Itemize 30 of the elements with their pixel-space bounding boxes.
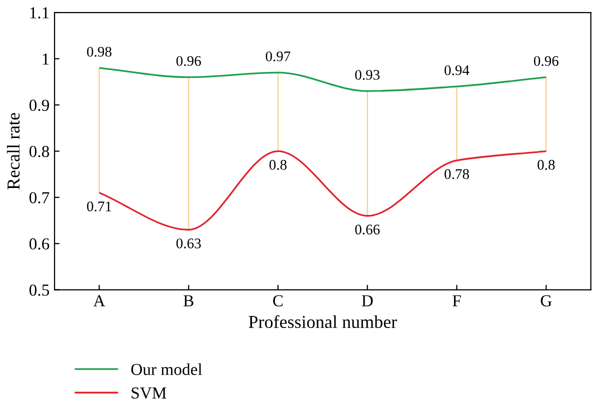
y-tick-label: 0.7 bbox=[29, 192, 50, 204]
data-label: 0.78 bbox=[444, 169, 469, 180]
data-label: 0.93 bbox=[355, 70, 380, 80]
data-label: 0.94 bbox=[444, 65, 470, 76]
data-label: 0.8 bbox=[269, 160, 287, 170]
data-label: 0.96 bbox=[534, 56, 558, 66]
y-tick-label: 1.1 bbox=[30, 7, 49, 19]
line-series bbox=[98, 67, 547, 92]
y-axis-title: Recall rate bbox=[6, 112, 20, 190]
data-label: 0.96 bbox=[176, 56, 201, 66]
data-label: 0.8 bbox=[538, 160, 555, 170]
y-tick-label: 0.6 bbox=[29, 238, 50, 250]
x-tick-label: F bbox=[452, 295, 461, 306]
legend-label: SVM bbox=[132, 387, 166, 399]
y-tick-label: 0.9 bbox=[29, 100, 49, 111]
data-label: 0.66 bbox=[355, 224, 380, 235]
x-tick-label: A bbox=[93, 295, 106, 306]
data-label: 0.71 bbox=[87, 202, 112, 212]
data-label: 0.97 bbox=[266, 51, 290, 62]
data-label: 0.63 bbox=[176, 238, 201, 248]
y-tick-label: 0.8 bbox=[29, 146, 50, 158]
x-tick-label: C bbox=[273, 295, 283, 306]
y-tick-label: 1 bbox=[42, 54, 49, 65]
y-tick-label: 0.5 bbox=[29, 284, 50, 296]
x-tick-label: B bbox=[184, 295, 194, 306]
x-tick-label: D bbox=[362, 295, 373, 306]
data-label: 0.98 bbox=[87, 46, 112, 57]
x-tick-label: G bbox=[540, 295, 552, 306]
legend-label: Our model bbox=[131, 363, 202, 376]
x-axis-title: Professional number bbox=[248, 315, 397, 328]
